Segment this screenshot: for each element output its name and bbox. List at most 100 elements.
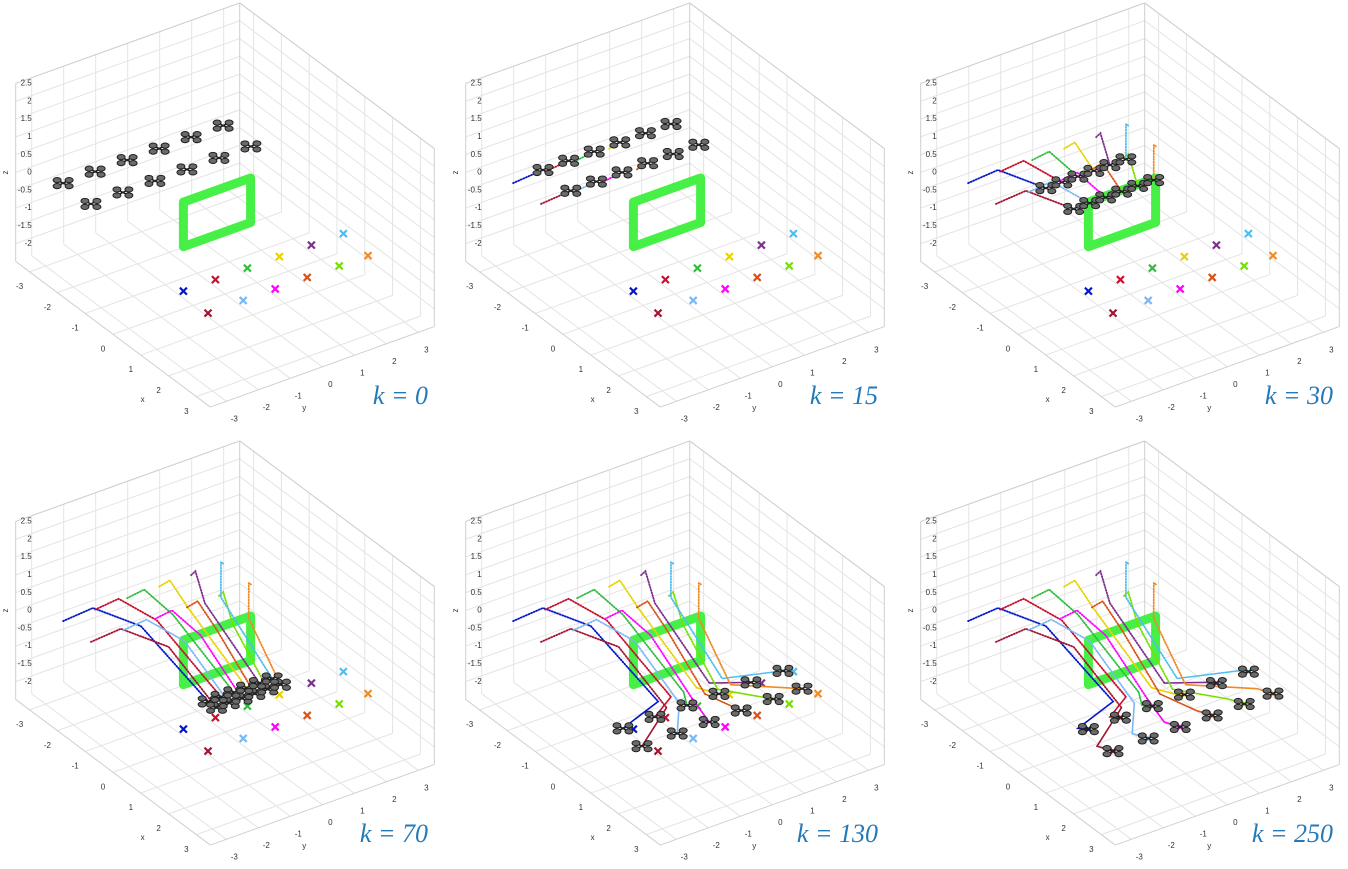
drone-rotor — [223, 692, 233, 699]
drone-rotor — [678, 727, 688, 734]
grid-line — [15, 529, 240, 611]
drone-rotor — [1095, 170, 1105, 177]
grid-line — [689, 565, 885, 712]
drone-rotor — [637, 163, 647, 170]
y-tick-label: 1 — [360, 368, 365, 377]
drone-rotor — [188, 163, 198, 170]
grid-line — [1128, 186, 1324, 333]
x-tick-label: 0 — [551, 344, 556, 353]
target-stroke — [363, 251, 373, 260]
drone-rotor — [1181, 726, 1191, 734]
x-tick-label: -3 — [466, 282, 474, 291]
grid-line — [15, 162, 240, 245]
x-tick-label: 3 — [634, 845, 639, 854]
drone-rotor — [1063, 182, 1073, 189]
trajectory — [1152, 580, 1187, 686]
grid-line — [239, 20, 435, 167]
drone-rotor — [252, 140, 262, 147]
x-tick-label: 0 — [101, 344, 106, 353]
drone-rotor — [611, 166, 621, 173]
target-marker — [334, 261, 344, 271]
target-marker — [363, 251, 373, 260]
grid-line — [465, 529, 690, 611]
target-marker — [1244, 229, 1253, 238]
trajectory — [1063, 579, 1153, 689]
drone-rotor — [84, 171, 94, 178]
x-tick-label: -2 — [949, 303, 957, 312]
drone-rotor — [1079, 197, 1089, 204]
target-stroke — [203, 746, 213, 756]
target-stroke — [302, 711, 312, 720]
target-marker — [339, 229, 348, 238]
grid-line — [1144, 55, 1340, 203]
grid-line — [1144, 73, 1340, 221]
z-tick-label: 1 — [477, 570, 482, 579]
drone-rotor — [1213, 709, 1223, 716]
grid-line — [15, 600, 240, 683]
drone-rotor — [623, 172, 633, 179]
grid-line — [1144, 547, 1340, 694]
target-stroke — [339, 667, 348, 676]
target-marker — [211, 713, 220, 722]
grid-line — [239, 109, 435, 256]
drone-rotor — [112, 186, 122, 193]
z-tick-label: 2 — [477, 534, 482, 543]
drone-rotor — [730, 704, 740, 711]
drone — [1201, 709, 1223, 722]
drone — [662, 147, 684, 161]
drone-rotor — [660, 117, 670, 125]
x-tick-label: 3 — [184, 407, 189, 416]
target-marker — [693, 263, 702, 273]
drone-rotor — [624, 728, 634, 735]
x-tick-label: 2 — [606, 824, 611, 833]
grid-line — [15, 458, 240, 540]
drone — [1141, 700, 1163, 713]
drone-rotor — [583, 145, 593, 152]
z-tick-label: 1 — [932, 570, 937, 579]
drone — [1169, 720, 1191, 734]
drone-rotor — [220, 151, 230, 159]
drone-rotor — [128, 154, 138, 161]
x-tick-label: 0 — [551, 782, 556, 791]
drone-rotor — [156, 174, 166, 182]
y-tick-label: -3 — [681, 852, 689, 861]
drone-rotor — [92, 197, 102, 205]
grid-line — [920, 476, 1145, 558]
drone-rotor — [676, 705, 686, 712]
grid-line — [673, 186, 869, 333]
drone-rotor — [1217, 683, 1227, 690]
drone-rotor — [634, 127, 644, 134]
drone-rotor — [1262, 693, 1272, 700]
drone — [585, 175, 607, 188]
x-tick-label: 3 — [634, 407, 639, 416]
target-marker — [1143, 296, 1153, 305]
x-tick-label: 3 — [1089, 845, 1094, 854]
grid-line — [239, 162, 435, 310]
z-tick-label: -1 — [25, 641, 33, 650]
target-marker — [1180, 252, 1189, 261]
drone-rotor — [631, 740, 641, 747]
drone-rotor — [1262, 687, 1272, 694]
drone-rotor — [1035, 187, 1045, 195]
drone-rotor — [1109, 711, 1119, 718]
drone-rotor — [236, 687, 246, 694]
grid-line — [465, 162, 690, 245]
drone-rotor — [128, 160, 138, 167]
trajectory — [154, 609, 243, 700]
drone — [762, 692, 784, 706]
z-tick-label: -1.5 — [18, 221, 32, 230]
drone-rotor — [1083, 170, 1093, 177]
target-marker — [688, 296, 698, 305]
y-tick-label: -1 — [1200, 829, 1208, 838]
grid-line — [689, 73, 885, 221]
grid-line — [31, 255, 227, 402]
drone-rotor — [560, 184, 570, 191]
target-stroke — [653, 746, 663, 756]
grid-line — [936, 693, 1132, 840]
y-tick-label: 3 — [424, 345, 429, 354]
drone-rotor — [656, 716, 666, 723]
grid-line — [1032, 658, 1228, 806]
grid-line — [1032, 220, 1228, 368]
target-stroke — [693, 263, 702, 273]
grid-line — [920, 511, 1145, 594]
